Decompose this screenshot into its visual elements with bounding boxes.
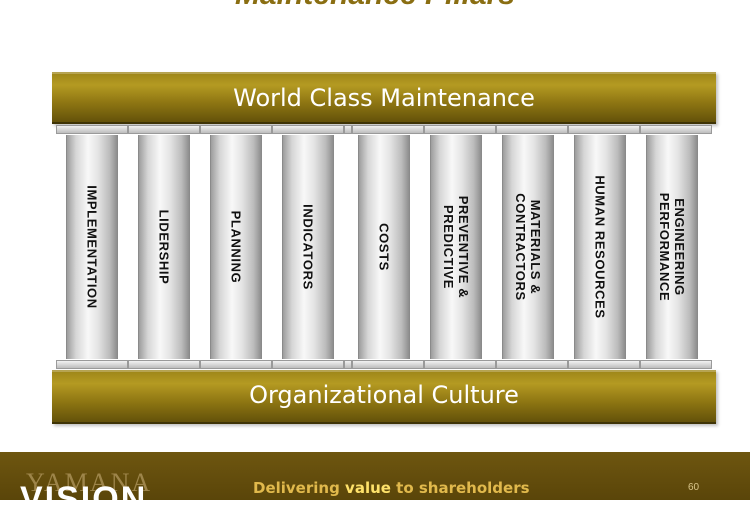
pillar-lidership: LIDERSHIP: [138, 135, 190, 359]
pillar-planning: PLANNING: [210, 135, 262, 359]
bottom-beam-organizational-culture: Organizational Culture: [52, 370, 716, 424]
pillar-costs: COSTS: [358, 135, 410, 359]
page-number: 60: [688, 482, 700, 493]
top-ledge: [56, 125, 712, 134]
slide-title: Maintenance Pillars: [0, 0, 750, 12]
pillar-label: PREVENTIVE & PREDICTIVE: [441, 195, 471, 299]
pillar-preventive-predictive: PREVENTIVE & PREDICTIVE: [430, 135, 482, 359]
logo-yamana-text: YAMANA: [26, 468, 153, 497]
pillar-label: LIDERSHIP: [156, 209, 172, 285]
pillar-label: IMPLEMENTATION: [84, 185, 100, 309]
pillar-materials-contractors: MATERIALS & CONTRACTORS: [502, 135, 554, 359]
pillar-label: HUMAN RESOURCES: [592, 175, 608, 319]
pillar-label: ENGINEERING PERFORMANCE: [657, 192, 687, 302]
footer-tagline: Delivering value to shareholders: [253, 479, 530, 497]
bottom-ledge: [56, 360, 712, 369]
tagline-post: to shareholders: [390, 479, 530, 497]
top-beam-world-class-maintenance: World Class Maintenance: [52, 72, 716, 124]
pillar-label: PLANNING: [228, 210, 244, 284]
pillar-human-resources: HUMAN RESOURCES: [574, 135, 626, 359]
pillar-implementation: IMPLEMENTATION: [66, 135, 118, 359]
pillar-label: MATERIALS & CONTRACTORS: [513, 193, 543, 301]
pillar-indicators: INDICATORS: [282, 135, 334, 359]
tagline-highlight: value: [345, 479, 391, 497]
pillar-label: COSTS: [376, 223, 392, 271]
tagline-pre: Delivering: [253, 479, 346, 497]
pillar-label: INDICATORS: [300, 204, 316, 290]
footer-bar: YAMANA VISION Delivering value to shareh…: [0, 452, 750, 518]
pillar-engineering-performance: ENGINEERING PERFORMANCE: [646, 135, 698, 359]
